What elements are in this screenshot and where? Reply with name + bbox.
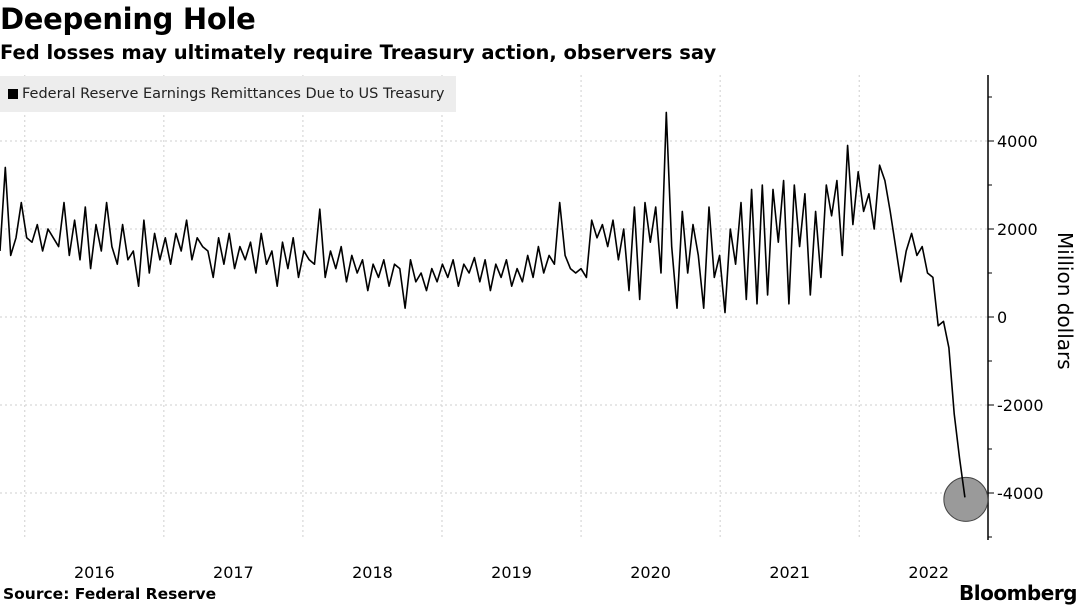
legend-swatch xyxy=(8,89,18,99)
x-tick-label: 2021 xyxy=(769,563,810,582)
y-tick-label: 0 xyxy=(997,308,1007,327)
source-note: Source: Federal Reserve xyxy=(3,585,217,603)
y-tick-label: -4000 xyxy=(997,484,1044,503)
highlight-circle xyxy=(943,476,989,522)
y-tick-label: 4000 xyxy=(997,132,1038,151)
legend-label: Federal Reserve Earnings Remittances Due… xyxy=(22,86,445,102)
y-tick-label: -2000 xyxy=(997,396,1044,415)
x-tick-label: 2022 xyxy=(908,563,949,582)
x-tick-label: 2020 xyxy=(630,563,671,582)
x-tick-label: 2019 xyxy=(491,563,532,582)
chart-subtitle: Fed losses may ultimately require Treasu… xyxy=(0,41,717,64)
chart-title: Deepening Hole xyxy=(0,2,256,36)
y-tick-label: 2000 xyxy=(997,220,1038,239)
series-line xyxy=(0,111,966,498)
x-tick-label: 2018 xyxy=(352,563,393,582)
y-axis-label: Million dollars xyxy=(1053,232,1077,370)
legend: Federal Reserve Earnings Remittances Due… xyxy=(0,76,457,112)
x-tick-label: 2016 xyxy=(74,563,115,582)
x-tick-label: 2017 xyxy=(213,563,254,582)
bloomberg-logo: Bloomberg xyxy=(959,581,1077,605)
